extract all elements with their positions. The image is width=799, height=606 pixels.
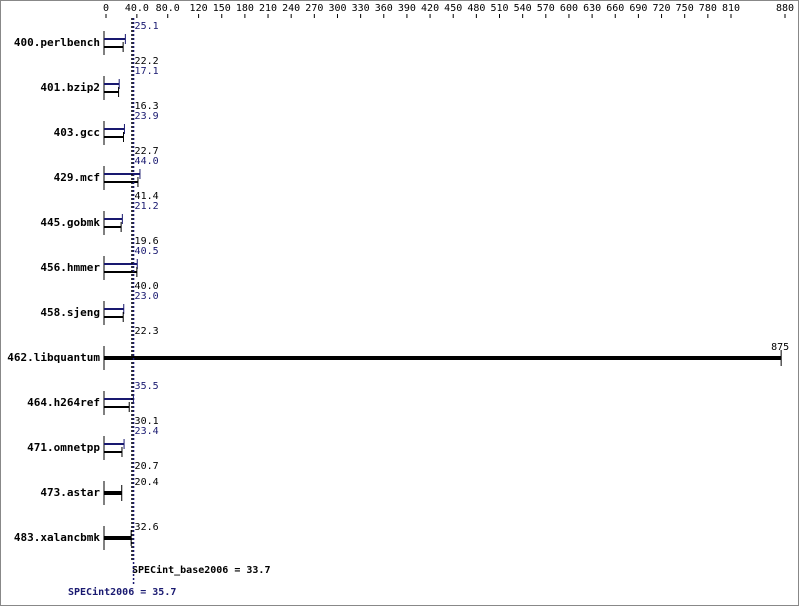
x-tick-label: 780 <box>699 3 717 14</box>
value-label: 22.7 <box>135 146 159 157</box>
category-label: 445.gobmk <box>40 216 100 229</box>
category-label: 458.sjeng <box>40 306 100 319</box>
value-label: 23.4 <box>135 426 159 437</box>
x-tick-label: 750 <box>676 3 694 14</box>
value-label: 25.1 <box>135 21 159 32</box>
value-label: 22.3 <box>135 326 159 337</box>
x-tick-label: 810 <box>722 3 740 14</box>
reference-label: SPECint2006 = 35.7 <box>68 586 176 598</box>
category-label: 429.mcf <box>54 171 100 184</box>
value-label: 875 <box>771 342 789 353</box>
x-tick-label: 660 <box>606 3 624 14</box>
value-label: 22.2 <box>135 56 159 67</box>
x-tick-label: 0 <box>103 3 109 14</box>
value-label: 40.0 <box>135 281 159 292</box>
x-tick-label: 270 <box>305 3 323 14</box>
category-label: 403.gcc <box>54 126 100 139</box>
value-label: 23.9 <box>135 111 159 122</box>
category-label: 462.libquantum <box>7 351 100 364</box>
x-tick-label: 880 <box>776 3 794 14</box>
x-tick-label: 210 <box>259 3 277 14</box>
x-tick-label: 40.0 <box>125 3 149 14</box>
category-label: 401.bzip2 <box>40 81 100 94</box>
category-label: 464.h264ref <box>27 396 100 409</box>
value-label: 44.0 <box>135 156 159 167</box>
x-tick-label: 240 <box>282 3 300 14</box>
x-tick-label: 570 <box>537 3 555 14</box>
value-label: 40.5 <box>135 246 159 257</box>
value-label: 30.1 <box>135 416 159 427</box>
x-tick-label: 150 <box>213 3 231 14</box>
category-label: 471.omnetpp <box>27 441 100 454</box>
x-tick-label: 180 <box>236 3 254 14</box>
value-label: 17.1 <box>135 66 159 77</box>
value-label: 19.6 <box>135 236 159 247</box>
x-tick-label: 390 <box>398 3 416 14</box>
x-tick-label: 600 <box>560 3 578 14</box>
category-label: 456.hmmer <box>40 261 100 274</box>
x-tick-label: 360 <box>375 3 393 14</box>
value-label: 23.0 <box>135 291 159 302</box>
x-tick-label: 540 <box>514 3 532 14</box>
x-tick-label: 120 <box>190 3 208 14</box>
category-label: 473.astar <box>40 486 100 499</box>
x-tick-label: 450 <box>444 3 462 14</box>
value-label: 21.2 <box>135 201 159 212</box>
value-label: 35.5 <box>135 381 159 392</box>
x-tick-label: 720 <box>653 3 671 14</box>
category-label: 483.xalancbmk <box>14 531 100 544</box>
value-label: 20.7 <box>135 461 159 472</box>
x-tick-label: 300 <box>328 3 346 14</box>
x-tick-label: 690 <box>629 3 647 14</box>
x-tick-label: 330 <box>352 3 370 14</box>
x-tick-label: 480 <box>467 3 485 14</box>
value-label: 32.6 <box>135 522 159 533</box>
value-label: 16.3 <box>135 101 159 112</box>
x-tick-label: 510 <box>490 3 508 14</box>
category-label: 400.perlbench <box>14 36 100 49</box>
x-tick-label: 630 <box>583 3 601 14</box>
reference-label: SPECint_base2006 = 33.7 <box>132 564 270 576</box>
value-label: 20.4 <box>135 477 159 488</box>
x-tick-label: 80.0 <box>156 3 180 14</box>
value-label: 41.4 <box>135 191 159 202</box>
x-tick-label: 420 <box>421 3 439 14</box>
